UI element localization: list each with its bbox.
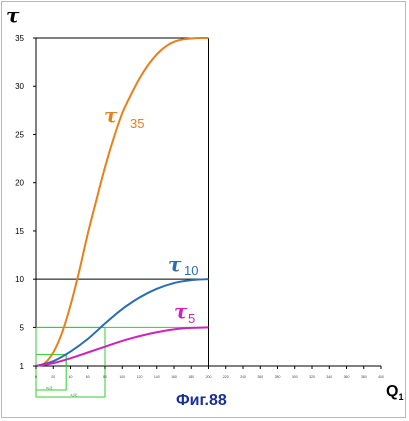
x-axis-title: Q1 — [386, 383, 403, 402]
series-line-tau-10 — [35, 278, 209, 367]
x-tick-label: 40 — [69, 375, 73, 379]
box-label-2: x₂/ξ — [71, 392, 78, 397]
x-tick-label: 300 — [292, 375, 298, 379]
y-axis-title: τ — [6, 3, 20, 27]
box-label-1: x₁/ξ — [46, 385, 52, 390]
x-tick-label: 60 — [86, 375, 90, 379]
y-tick-label: 20 — [15, 179, 24, 188]
y-tick-label: 10 — [15, 275, 24, 284]
x-tick-label: 0 — [35, 375, 37, 379]
y-tick-label: 1 — [20, 362, 25, 371]
x-tick-label: 220 — [223, 375, 229, 379]
y-tick-label: 25 — [15, 130, 24, 139]
y-tick-label: 35 — [15, 34, 24, 43]
x-tick-label: 340 — [326, 375, 332, 379]
x-tick-label: 360 — [344, 375, 350, 379]
x-tick-label: 160 — [171, 375, 177, 379]
x-axis-title-sub: 1 — [398, 392, 403, 402]
y-tick-label: 15 — [15, 227, 24, 236]
x-tick-label: 260 — [257, 375, 263, 379]
x-tick-label: 400 — [378, 375, 384, 379]
y-tick-label: 5 — [20, 323, 25, 332]
x-tick-label: 320 — [309, 375, 315, 379]
x-axis-title-main: Q — [386, 383, 398, 400]
series-label-tau-5: τ — [174, 299, 188, 323]
x-tick-label: 140 — [154, 375, 160, 379]
series-label-tau-35: τ — [104, 103, 118, 127]
x-tick-label: 240 — [240, 375, 246, 379]
series-line-tau-35 — [35, 36, 209, 367]
x-tick-label: 100 — [119, 375, 125, 379]
series-label-tau-10: τ — [168, 252, 182, 276]
x-tick-label: 80 — [103, 375, 107, 379]
series-label-sub-10: 10 — [184, 263, 198, 278]
x-tick-label: 380 — [361, 375, 367, 379]
figure-label: Фиг.88 — [176, 392, 227, 409]
x-tick-label: 280 — [275, 375, 281, 379]
y-tick-label: 30 — [15, 82, 24, 91]
series-label-sub-5: 5 — [188, 311, 195, 326]
x-tick-label: 200 — [206, 375, 212, 379]
x-tick-label: 20 — [51, 375, 55, 379]
x-tick-label: 180 — [188, 375, 194, 379]
series-line-tau-5 — [35, 326, 209, 367]
x-tick-label: 120 — [137, 375, 143, 379]
series-label-sub-35: 35 — [130, 116, 144, 131]
